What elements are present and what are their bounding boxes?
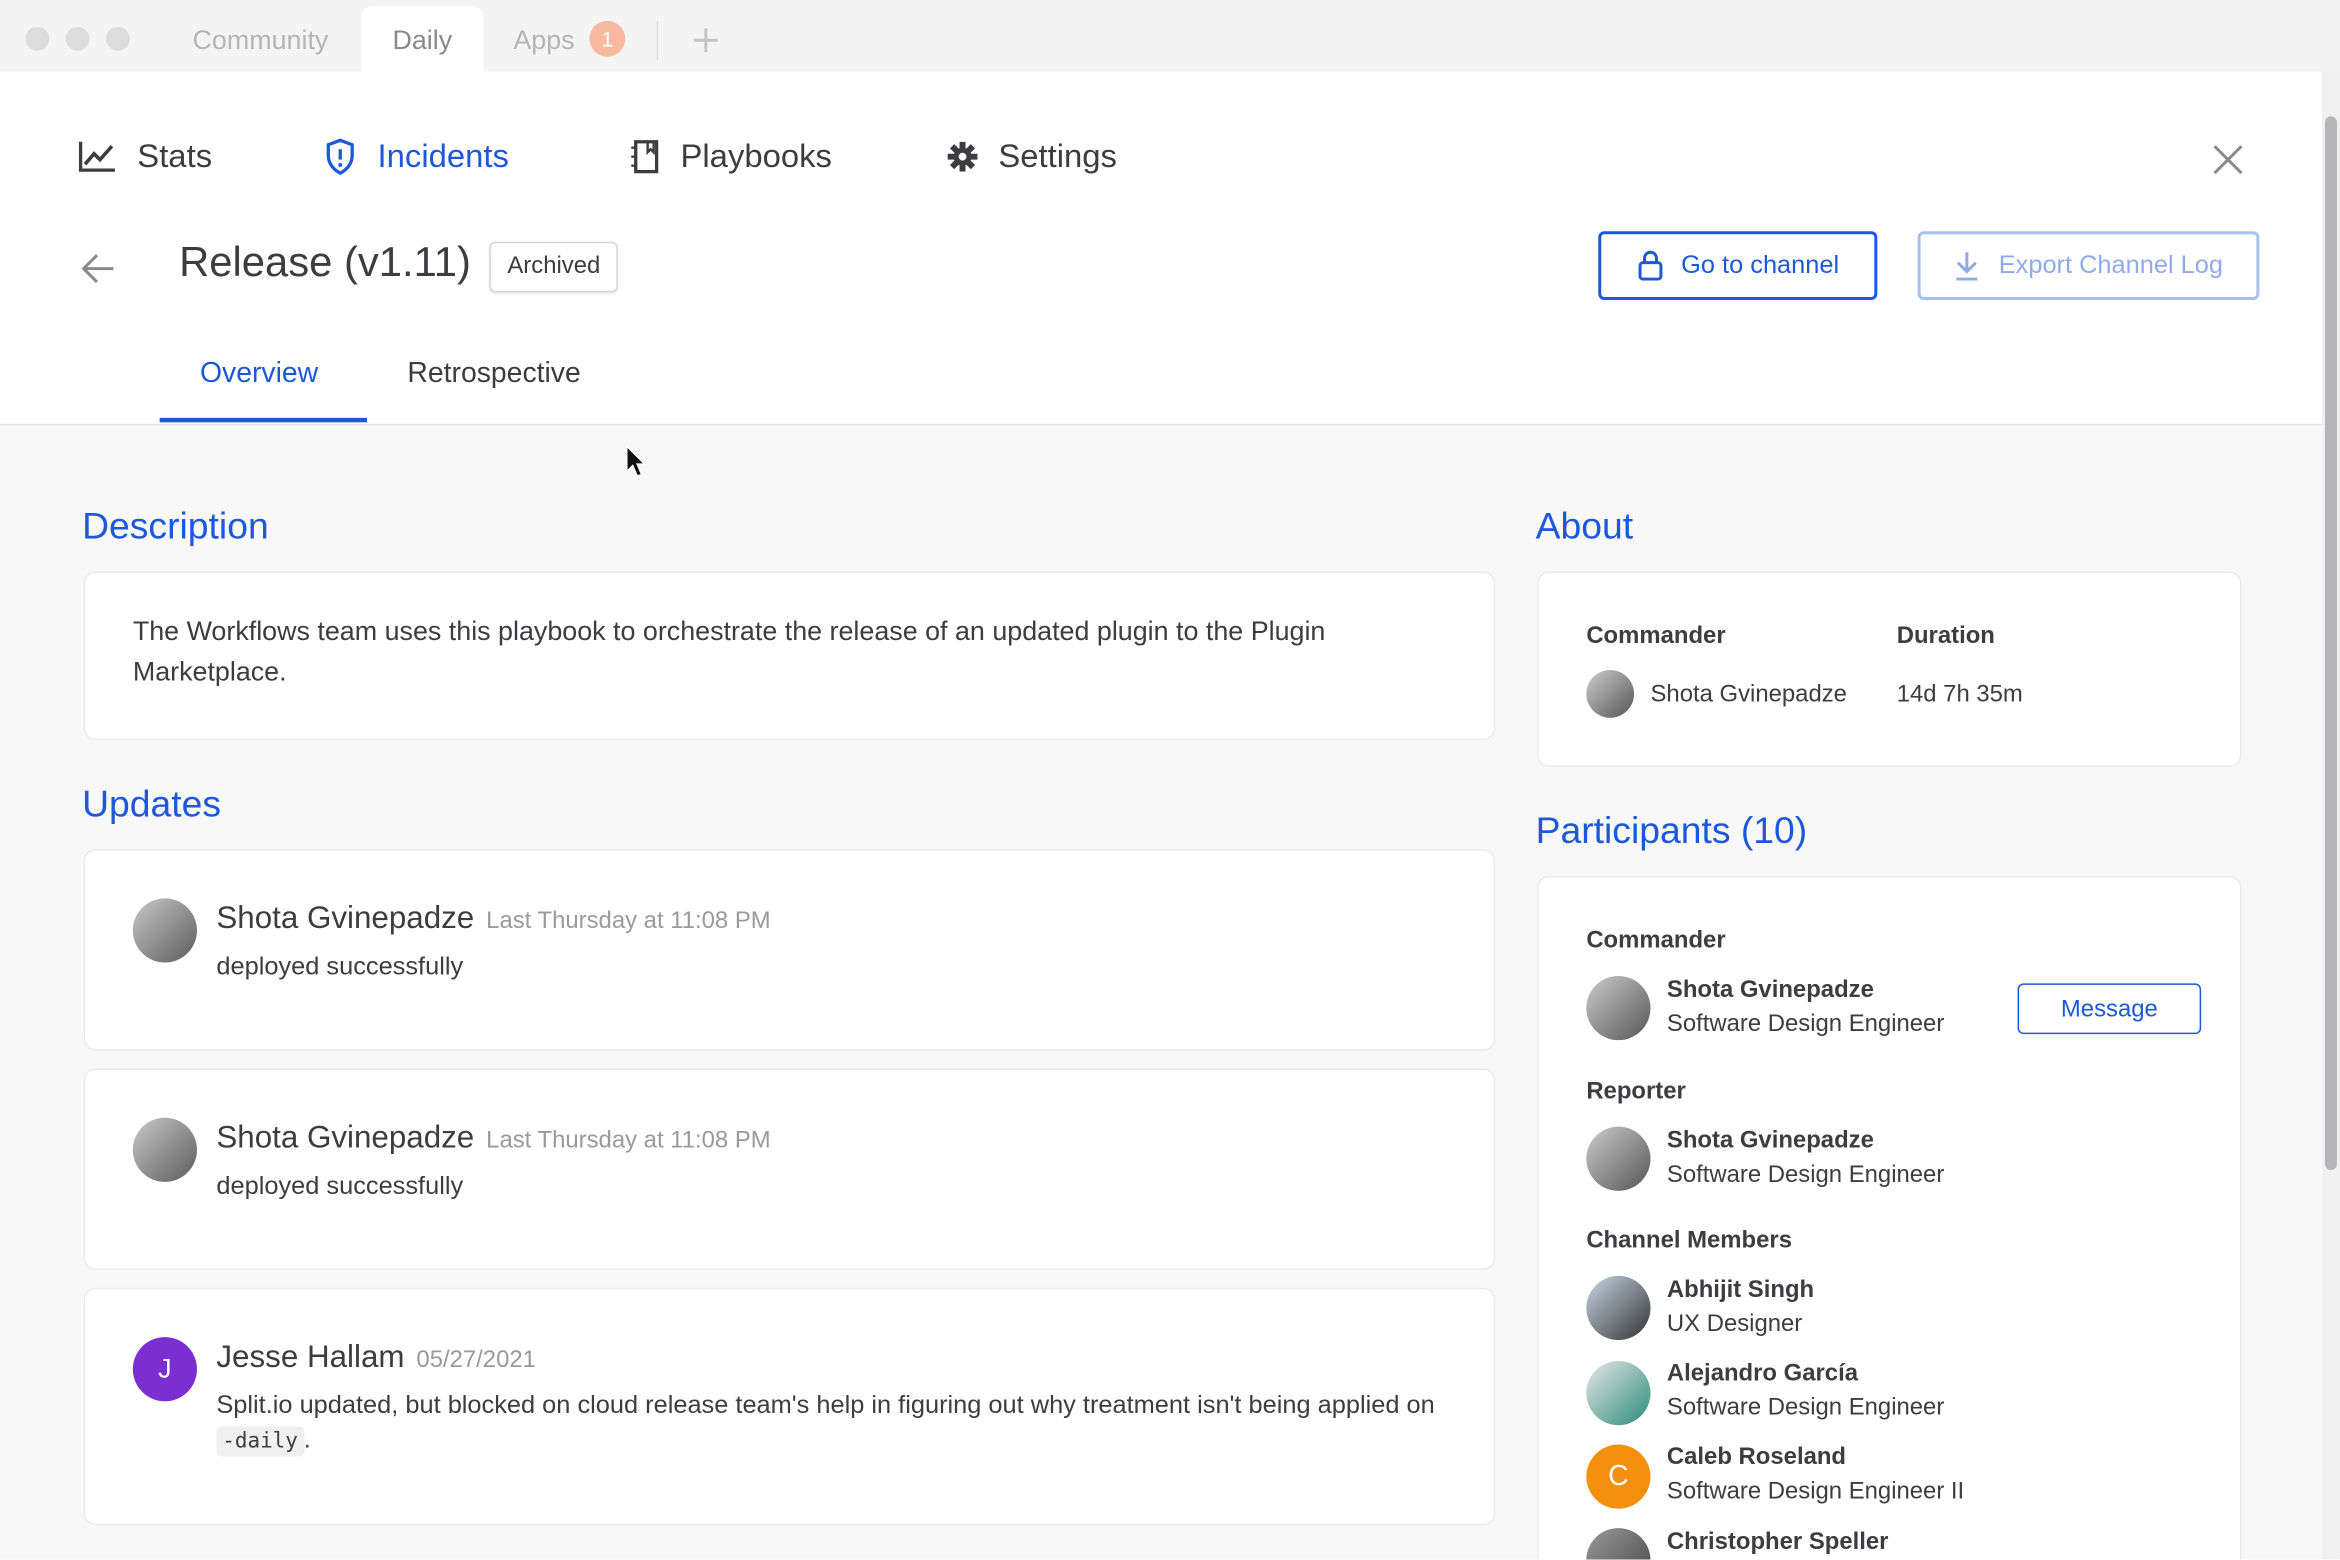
avatar[interactable] xyxy=(1586,1360,1651,1426)
tab-retrospective[interactable]: Retrospective xyxy=(407,358,581,390)
nav-label: Incidents xyxy=(377,137,509,175)
notebook-icon xyxy=(631,140,659,174)
avatar[interactable] xyxy=(1586,670,1635,718)
commander-label: Commander xyxy=(1586,928,1726,954)
avatar[interactable]: J xyxy=(132,1337,197,1402)
participant-name[interactable]: Abhijit Singh xyxy=(1666,1277,1815,1303)
incident-header: Stats Incidents Playbooks Settings Relea… xyxy=(0,71,2323,426)
channel-members-label: Channel Members xyxy=(1586,1228,1792,1254)
update-time: Last Thursday at 11:08 PM xyxy=(486,1128,771,1154)
update-item: Shota Gvinepadze Last Thursday at 11:08 P… xyxy=(83,849,1496,1051)
window-tab-apps[interactable]: Apps 1 xyxy=(513,6,626,72)
participant-name[interactable]: Caleb Roseland xyxy=(1666,1444,1847,1470)
nav-label: Settings xyxy=(998,137,1117,175)
nav-incidents[interactable]: Incidents xyxy=(324,137,509,176)
participant-role: Software Design Engineer II xyxy=(1666,1478,1965,1505)
avatar[interactable] xyxy=(132,898,197,963)
update-header: Jesse Hallam 05/27/2021 xyxy=(216,1340,536,1376)
update-time: 05/27/2021 xyxy=(416,1347,536,1373)
update-text-part: . xyxy=(303,1425,311,1454)
update-author[interactable]: Shota Gvinepadze xyxy=(216,901,475,936)
avatar[interactable] xyxy=(1586,975,1651,1041)
update-author[interactable]: Jesse Hallam xyxy=(216,1340,405,1375)
avatar[interactable] xyxy=(1586,1126,1651,1191)
participant-name[interactable]: Shota Gvinepadze xyxy=(1666,977,1874,1003)
button-label: Go to channel xyxy=(1681,250,1840,280)
incident-title: Release (v1.11) xyxy=(179,238,471,286)
update-text-part: Split.io updated, but blocked on cloud r… xyxy=(216,1390,1435,1420)
participant-name[interactable]: Shota Gvinepadze xyxy=(1666,1128,1874,1154)
line-chart-icon xyxy=(78,141,115,172)
active-tab-indicator xyxy=(159,417,368,423)
nav-settings[interactable]: Settings xyxy=(947,137,1117,176)
update-text: Split.io updated, but blocked on cloud r… xyxy=(216,1388,1440,1460)
commander-label: Commander xyxy=(1586,623,1726,650)
window-tab-community[interactable]: Community xyxy=(192,25,329,56)
update-author[interactable]: Shota Gvinepadze xyxy=(216,1120,475,1156)
nav-label: Playbooks xyxy=(680,137,832,175)
update-text: deployed successfully xyxy=(216,1171,464,1200)
nav-stats[interactable]: Stats xyxy=(78,137,213,176)
about-heading: About xyxy=(1535,505,1634,548)
message-button[interactable]: Message xyxy=(2017,983,2202,1035)
about-card: Commander Duration Shota Gvinepadze 14d … xyxy=(1537,571,2242,768)
tab-divider xyxy=(656,20,659,60)
window-tab-bar: Community Daily Apps 1 xyxy=(0,0,2340,72)
window-close-control[interactable] xyxy=(25,26,50,51)
gear-icon xyxy=(947,141,978,172)
download-icon xyxy=(1956,252,1978,281)
scrollbar-thumb[interactable] xyxy=(2325,116,2337,1170)
avatar[interactable] xyxy=(132,1117,197,1182)
updates-heading: Updates xyxy=(82,783,222,826)
status-badge: Archived xyxy=(489,241,619,293)
inline-code: -daily xyxy=(216,1426,304,1457)
tab-overview[interactable]: Overview xyxy=(199,358,319,390)
participant-name[interactable]: Christopher Speller xyxy=(1666,1529,1889,1555)
go-to-channel-button[interactable]: Go to channel xyxy=(1598,231,1878,300)
plus-icon[interactable] xyxy=(692,27,719,54)
lock-icon xyxy=(1637,250,1662,281)
participant-role: Software Design Engineer xyxy=(1666,1011,1945,1038)
update-time: Last Thursday at 11:08 PM xyxy=(486,908,771,935)
duration-label: Duration xyxy=(1896,623,1995,650)
scrollbar[interactable] xyxy=(2322,71,2340,1560)
description-text: The Workflows team uses this playbook to… xyxy=(132,616,1326,687)
update-text: deployed successfully xyxy=(216,952,464,981)
shield-alert-icon xyxy=(326,138,354,175)
reporter-label: Reporter xyxy=(1586,1078,1686,1105)
mouse-cursor-icon xyxy=(626,444,647,477)
tab-label: Apps xyxy=(513,25,575,56)
export-channel-log-button[interactable]: Export Channel Log xyxy=(1917,231,2260,300)
description-heading: Description xyxy=(82,505,269,548)
update-header: Shota Gvinepadze Last Thursday at 11:08 P… xyxy=(216,1121,770,1157)
close-icon[interactable] xyxy=(2209,140,2248,179)
description-card: The Workflows team uses this playbook to… xyxy=(83,571,1496,741)
back-arrow-icon[interactable] xyxy=(81,251,117,287)
update-item: J Jesse Hallam 05/27/2021 Split.io update… xyxy=(83,1287,1496,1526)
participant-role: Software Design Engineer xyxy=(1666,1162,1945,1188)
avatar[interactable]: C xyxy=(1586,1444,1651,1509)
button-label: Export Channel Log xyxy=(1998,250,2223,280)
notification-badge: 1 xyxy=(589,20,626,57)
participants-heading: Participants (10) xyxy=(1535,810,1808,853)
window-zoom-control[interactable] xyxy=(105,26,130,51)
window-tab-daily[interactable]: Daily xyxy=(361,5,484,72)
update-item: Shota Gvinepadze Last Thursday at 11:08 P… xyxy=(83,1068,1496,1270)
duration-value: 14d 7h 35m xyxy=(1896,681,2023,708)
participants-card: Commander Shota Gvinepadze Software Desi… xyxy=(1537,875,2242,1560)
update-header: Shota Gvinepadze Last Thursday at 11:08 P… xyxy=(216,901,770,937)
participant-role: UX Designer xyxy=(1666,1311,1803,1338)
avatar[interactable] xyxy=(1586,1528,1651,1560)
participant-role: Software Design Engineer xyxy=(1666,1395,1945,1421)
nav-label: Stats xyxy=(137,137,213,175)
nav-playbooks[interactable]: Playbooks xyxy=(630,137,832,176)
participant-name[interactable]: Alejandro García xyxy=(1666,1360,1858,1387)
commander-name[interactable]: Shota Gvinepadze xyxy=(1650,681,1847,708)
window-minimize-control[interactable] xyxy=(65,26,90,51)
avatar[interactable] xyxy=(1586,1275,1651,1341)
